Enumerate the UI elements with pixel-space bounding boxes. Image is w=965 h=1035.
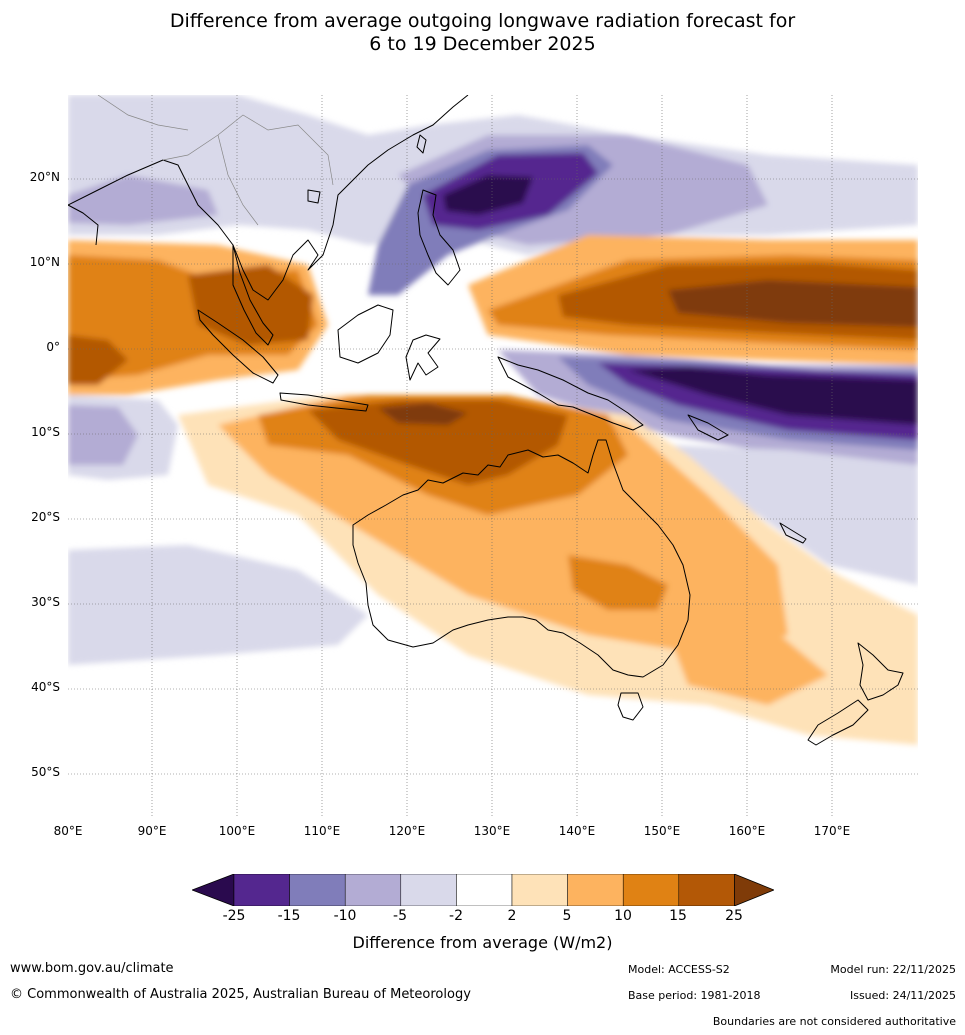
colorbar-bin-3 bbox=[344, 874, 402, 906]
boundary-india-north bbox=[97, 95, 189, 131]
colorbar-bin-5 bbox=[456, 874, 513, 906]
olr-anomaly-map bbox=[68, 95, 918, 817]
lat-label-20s: 20°S bbox=[31, 510, 60, 524]
map-canvas bbox=[68, 95, 918, 817]
colorbar-tick: -10 bbox=[333, 908, 357, 924]
colorbar-high-arrow bbox=[734, 874, 774, 906]
footer-disclaimer: Boundaries are not considered authoritat… bbox=[712, 1015, 956, 1028]
solomon-islands-coastline bbox=[687, 414, 729, 441]
lon-label-140e: 140°E bbox=[558, 824, 596, 838]
anomaly-south-indian-purple bbox=[68, 545, 368, 665]
borneo-coastline bbox=[337, 304, 394, 364]
lat-label-0: 0° bbox=[46, 340, 60, 354]
footer-base-period: Base period: 1981-2018 bbox=[628, 989, 761, 1002]
colorbar-bin-6 bbox=[511, 874, 568, 906]
anomaly-australia-peak bbox=[378, 403, 468, 425]
lat-label-30s: 30°S bbox=[31, 595, 60, 609]
india-coastline bbox=[68, 204, 99, 246]
anomaly-australia-core bbox=[308, 400, 568, 485]
lat-label-10s: 10°S bbox=[31, 425, 60, 439]
footer-model: Model: ACCESS-S2 bbox=[628, 963, 730, 976]
colorbar bbox=[192, 874, 774, 906]
coastlines bbox=[68, 95, 904, 746]
colorbar-low-arrow bbox=[192, 874, 235, 906]
australia-coastline bbox=[352, 439, 691, 678]
footer-url: www.bom.gov.au/climate bbox=[10, 961, 174, 976]
new-zealand-north-coastline bbox=[857, 642, 904, 701]
graticule bbox=[68, 95, 918, 817]
mainland-asia-coastline bbox=[68, 95, 469, 301]
lat-label-50s: 50°S bbox=[31, 765, 60, 779]
lon-label-120e: 120°E bbox=[388, 824, 426, 838]
country-boundaries bbox=[97, 95, 334, 226]
lat-label-20n: 20°N bbox=[29, 170, 60, 184]
lon-label-90e: 90°E bbox=[137, 824, 167, 838]
anomaly-fields bbox=[68, 95, 918, 745]
anomaly-sumatra-core bbox=[188, 265, 313, 345]
footer-copyright: © Commonwealth of Australia 2025, Austra… bbox=[10, 987, 471, 1002]
colorbar-tick: -2 bbox=[449, 908, 463, 924]
new-guinea-coastline bbox=[497, 356, 644, 431]
footer-model-run: Model run: 22/11/2025 bbox=[830, 963, 956, 976]
colorbar-bin-1 bbox=[233, 874, 290, 906]
anomaly-philippines-peak bbox=[443, 175, 533, 215]
colorbar-bin-9 bbox=[678, 874, 735, 906]
new-caledonia-coastline bbox=[779, 522, 807, 544]
lon-label-100e: 100°E bbox=[218, 824, 256, 838]
lon-label-110e: 110°E bbox=[303, 824, 341, 838]
map-title: Difference from average outgoing longwav… bbox=[0, 10, 965, 56]
colorbar-tick: 2 bbox=[507, 908, 517, 924]
anomaly-southwest-pacific-purple bbox=[668, 445, 918, 585]
lon-label-80e: 80°E bbox=[53, 824, 83, 838]
anomaly-north-orange-peak bbox=[668, 280, 918, 327]
lon-label-130e: 130°E bbox=[473, 824, 511, 838]
lon-label-160e: 160°E bbox=[728, 824, 766, 838]
philippines-coastline bbox=[417, 189, 461, 286]
lat-label-40s: 40°S bbox=[31, 680, 60, 694]
colorbar-tick: -15 bbox=[277, 908, 301, 924]
anomaly-indian-ocean-purple-core bbox=[68, 405, 138, 465]
malay-peninsula-coastline bbox=[232, 244, 274, 346]
colorbar-tick: 10 bbox=[614, 908, 632, 924]
title-line-2: 6 to 19 December 2025 bbox=[369, 33, 596, 55]
java-coastline bbox=[279, 392, 369, 412]
hainan-coastline bbox=[307, 189, 321, 204]
colorbar-tick: 5 bbox=[562, 908, 572, 924]
colorbar-bin-2 bbox=[289, 874, 346, 906]
colorbar-bin-4 bbox=[400, 874, 457, 906]
footer-issued: Issued: 24/11/2025 bbox=[849, 989, 956, 1002]
lon-label-170e: 170°E bbox=[813, 824, 851, 838]
new-zealand-south-coastline bbox=[807, 699, 869, 746]
lon-label-150e: 150°E bbox=[643, 824, 681, 838]
colorbar-bin-7 bbox=[567, 874, 624, 906]
anomaly-australia-east bbox=[568, 555, 668, 610]
anomaly-north-west bbox=[68, 175, 218, 225]
anomaly-equator-peak bbox=[628, 367, 918, 425]
title-line-1: Difference from average outgoing longwav… bbox=[169, 10, 796, 32]
anomaly-west-equator-core bbox=[68, 335, 128, 385]
boundary-indochina bbox=[217, 134, 259, 226]
colorbar-tick: 25 bbox=[725, 908, 743, 924]
colorbar-bin-8 bbox=[622, 874, 680, 906]
sulawesi-coastline bbox=[405, 334, 441, 381]
tasmania-coastline bbox=[617, 692, 644, 721]
sumatra-coastline bbox=[197, 309, 279, 384]
anomaly-tasman-orange bbox=[658, 605, 828, 705]
lat-label-10n: 10°N bbox=[29, 255, 60, 269]
colorbar-tick: -25 bbox=[222, 908, 246, 924]
boundary-myanmar-thailand bbox=[162, 114, 334, 186]
colorbar-tick: 15 bbox=[669, 908, 687, 924]
taiwan-coastline bbox=[416, 134, 427, 154]
colorbar-label: Difference from average (W/m2) bbox=[352, 933, 613, 952]
colorbar-tick: -5 bbox=[393, 908, 407, 924]
